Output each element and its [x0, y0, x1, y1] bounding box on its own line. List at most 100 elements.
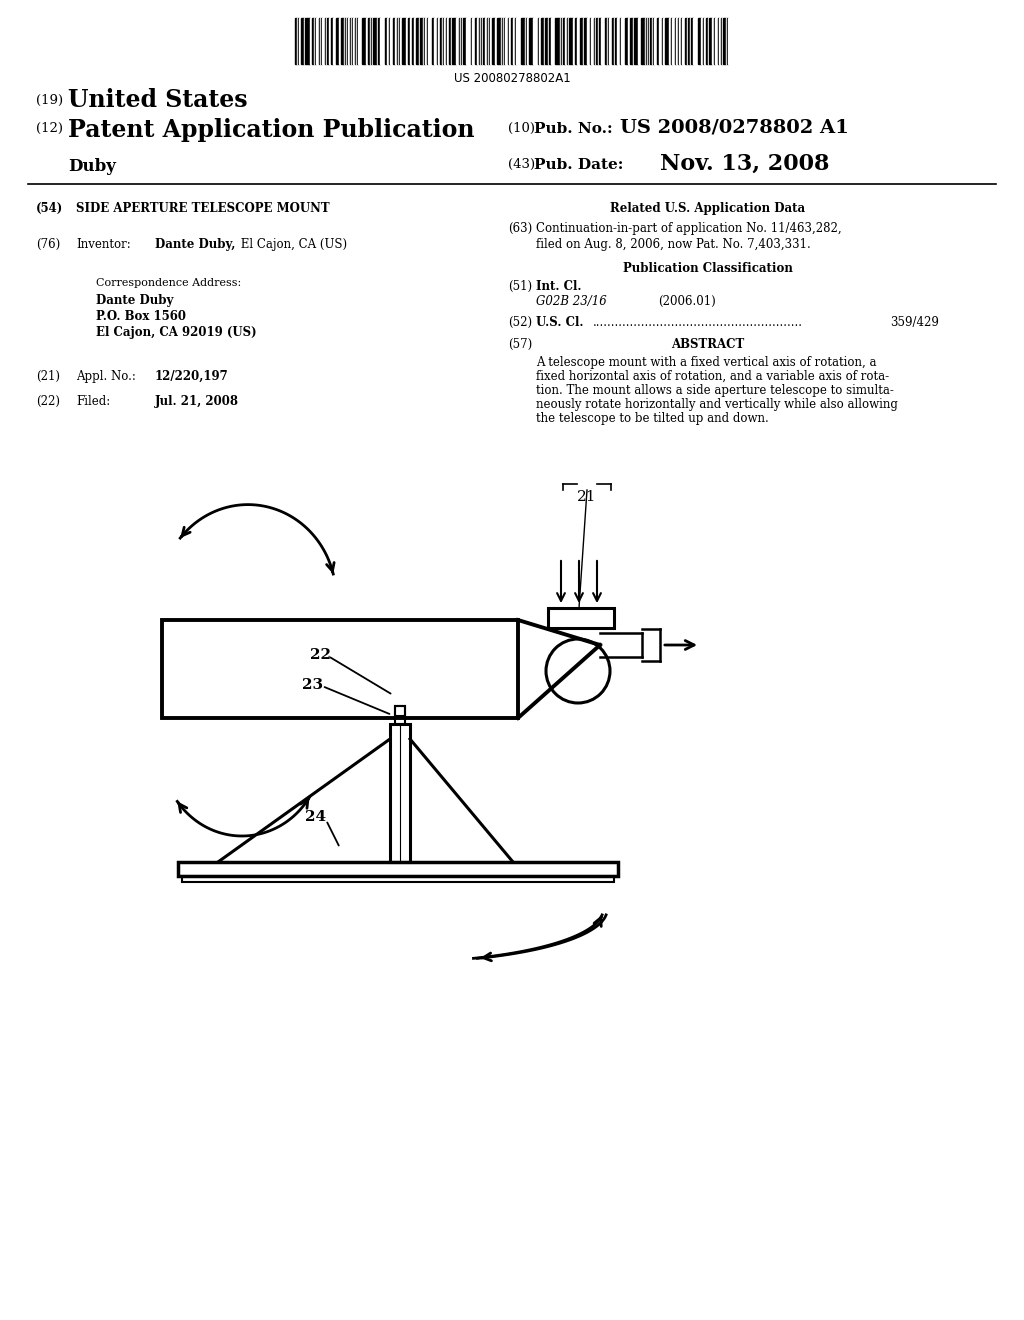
Bar: [310, 18, 312, 63]
Text: 21: 21: [578, 490, 597, 504]
Text: El Cajon, CA (US): El Cajon, CA (US): [237, 238, 347, 251]
Text: 23: 23: [302, 678, 324, 692]
Bar: [715, 18, 718, 63]
Bar: [444, 18, 446, 63]
Bar: [580, 18, 583, 63]
Text: tion. The mount allows a side aperture telescope to simulta-: tion. The mount allows a side aperture t…: [536, 384, 894, 397]
Bar: [682, 18, 685, 63]
Bar: [672, 18, 675, 63]
Bar: [688, 18, 690, 63]
Bar: [599, 18, 601, 63]
Text: United States: United States: [68, 88, 248, 112]
Text: Dante Duby: Dante Duby: [96, 294, 173, 308]
Bar: [414, 18, 416, 63]
Bar: [516, 18, 521, 63]
Bar: [305, 18, 310, 63]
Text: Int. Cl.: Int. Cl.: [536, 280, 582, 293]
Bar: [587, 18, 590, 63]
Text: Appl. No.:: Appl. No.:: [76, 370, 136, 383]
Bar: [466, 18, 471, 63]
Text: (43): (43): [508, 158, 536, 172]
Bar: [485, 18, 487, 63]
Bar: [691, 18, 693, 63]
Bar: [511, 18, 513, 63]
Bar: [463, 18, 466, 63]
Bar: [331, 18, 333, 63]
Text: (63): (63): [508, 222, 532, 235]
Bar: [420, 18, 423, 63]
Bar: [573, 18, 575, 63]
Bar: [333, 18, 336, 63]
Bar: [617, 18, 620, 63]
Bar: [712, 18, 714, 63]
Text: (2006.01): (2006.01): [658, 294, 716, 308]
Bar: [434, 18, 437, 63]
Text: Nov. 13, 2008: Nov. 13, 2008: [660, 153, 829, 176]
Text: (57): (57): [508, 338, 532, 351]
Bar: [402, 18, 406, 63]
Bar: [638, 18, 641, 63]
Bar: [483, 18, 485, 63]
Bar: [327, 18, 329, 63]
Bar: [348, 18, 350, 63]
Bar: [575, 18, 577, 63]
Bar: [705, 18, 706, 63]
Bar: [698, 18, 701, 63]
Text: (51): (51): [508, 280, 532, 293]
Text: G02B 23/16: G02B 23/16: [536, 294, 607, 308]
Bar: [719, 18, 721, 63]
Text: ........................................................: ........................................…: [593, 315, 803, 329]
Text: Duby: Duby: [68, 158, 116, 176]
Bar: [373, 18, 377, 63]
Bar: [385, 18, 387, 63]
Bar: [609, 18, 612, 63]
Text: Continuation-in-part of application No. 11/463,282,: Continuation-in-part of application No. …: [536, 222, 842, 235]
Text: filed on Aug. 8, 2006, now Pat. No. 7,403,331.: filed on Aug. 8, 2006, now Pat. No. 7,40…: [536, 238, 811, 251]
Bar: [390, 723, 410, 862]
Bar: [565, 18, 567, 63]
Bar: [634, 18, 638, 63]
Bar: [685, 18, 687, 63]
Bar: [621, 18, 625, 63]
Bar: [591, 18, 594, 63]
Bar: [322, 18, 325, 63]
Bar: [456, 18, 459, 63]
Bar: [295, 18, 297, 63]
Text: Inventor:: Inventor:: [76, 238, 131, 251]
Bar: [416, 18, 419, 63]
Bar: [395, 706, 406, 723]
Bar: [706, 18, 708, 63]
Text: Filed:: Filed:: [76, 395, 111, 408]
Bar: [541, 18, 544, 63]
Bar: [654, 18, 657, 63]
Text: U.S. Cl.: U.S. Cl.: [536, 315, 584, 329]
Bar: [563, 18, 565, 63]
Bar: [312, 18, 314, 63]
Bar: [625, 18, 628, 63]
Bar: [679, 18, 681, 63]
Bar: [495, 18, 497, 63]
Bar: [723, 18, 726, 63]
Bar: [475, 18, 477, 63]
Bar: [513, 18, 515, 63]
Bar: [659, 18, 662, 63]
Bar: [395, 18, 397, 63]
Text: El Cajon, CA 92019 (US): El Cajon, CA 92019 (US): [96, 326, 257, 339]
Bar: [657, 18, 659, 63]
Bar: [406, 18, 408, 63]
Bar: [387, 18, 389, 63]
Text: neously rotate horizontally and vertically while also allowing: neously rotate horizontally and vertical…: [536, 399, 898, 411]
Bar: [368, 18, 370, 63]
Bar: [452, 18, 456, 63]
Bar: [628, 18, 630, 63]
Bar: [339, 18, 341, 63]
Bar: [577, 18, 580, 63]
Text: Related U.S. Application Data: Related U.S. Application Data: [610, 202, 806, 215]
Bar: [329, 18, 331, 63]
Bar: [299, 18, 301, 63]
Bar: [549, 18, 551, 63]
Bar: [641, 18, 645, 63]
Text: (22): (22): [36, 395, 60, 408]
Text: (21): (21): [36, 370, 60, 383]
Bar: [701, 18, 703, 63]
